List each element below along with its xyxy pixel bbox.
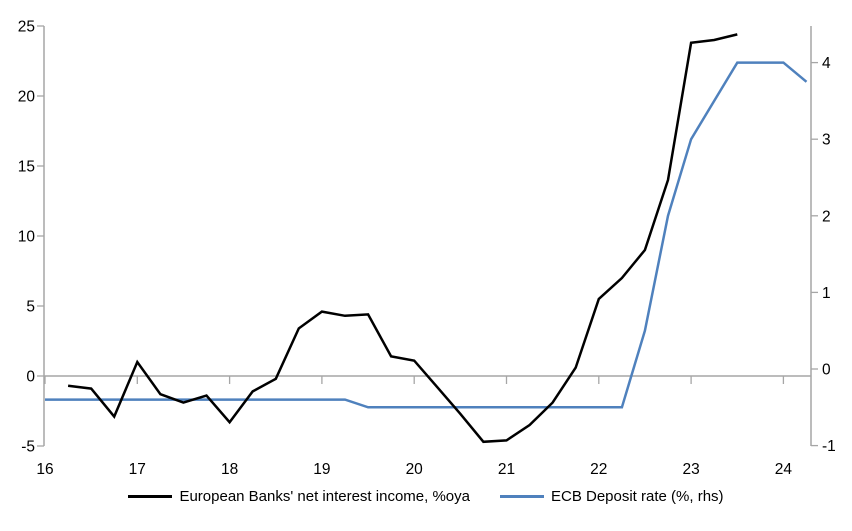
ecb-line-swatch [499, 495, 544, 498]
right-axis-label: 4 [822, 55, 831, 72]
left-axis-label: 5 [26, 299, 35, 316]
legend-item-net-interest-income: European Banks' net interest income, %oy… [128, 488, 470, 505]
x-axis-label: 22 [590, 461, 607, 478]
x-axis-label: 19 [313, 461, 330, 478]
x-axis-label: 23 [682, 461, 699, 478]
x-axis-label: 20 [406, 461, 424, 478]
nii-line-swatch [128, 495, 173, 498]
x-axis-label: 21 [498, 461, 515, 478]
left-axis-label: 15 [18, 159, 35, 176]
chart-legend: European Banks' net interest income, %oy… [0, 488, 852, 505]
right-axis-label: -1 [822, 438, 836, 455]
legend-item-ecb-deposit-rate: ECB Deposit rate (%, rhs) [499, 488, 724, 505]
x-axis-label: 24 [775, 461, 793, 478]
right-axis-label: 0 [822, 362, 831, 379]
left-axis-label: 25 [18, 19, 35, 36]
left-axis-label: 0 [26, 369, 35, 386]
x-axis-label: 17 [129, 461, 146, 478]
left-axis-label: 20 [18, 89, 36, 106]
x-axis-label: 16 [36, 461, 53, 478]
right-axis-label: 1 [822, 285, 831, 302]
right-axis-label: 2 [822, 208, 831, 225]
left-axis-label: -5 [21, 439, 35, 456]
left-axis-label: 10 [18, 229, 36, 246]
right-axis-label: 3 [822, 132, 831, 149]
legend-label-ecb: ECB Deposit rate (%, rhs) [550, 488, 724, 505]
legend-label-nii: European Banks' net interest income, %oy… [179, 488, 470, 505]
x-axis-label: 18 [221, 461, 238, 478]
series-ecb-deposit-rate-line [45, 61, 808, 409]
series-net-interest-income-line [67, 33, 738, 444]
